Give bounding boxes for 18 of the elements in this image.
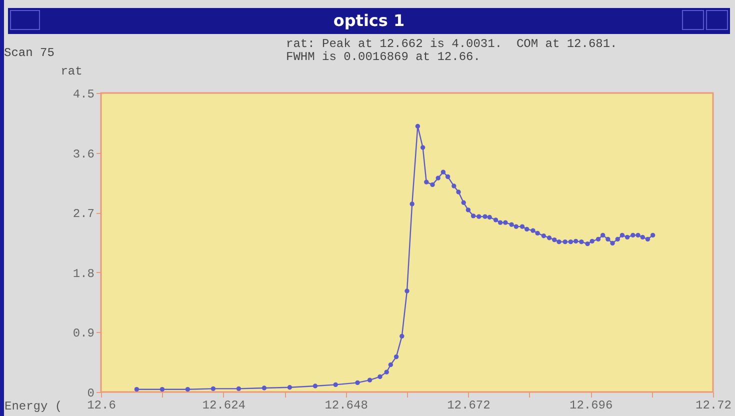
y-tick-label: 3.6	[72, 147, 94, 162]
x-tick-label: 12.6	[87, 398, 116, 412]
y-tick-label: 4.5	[72, 88, 94, 102]
y-tick-label: 2.7	[72, 207, 94, 222]
chart-title: optics 1	[332, 11, 406, 30]
x-tick-label: 12.72	[695, 398, 732, 412]
y-axis-title: rat	[60, 64, 82, 78]
x-tick-label: 12.672	[447, 398, 490, 412]
y-tick-label: 0.9	[72, 326, 94, 341]
text: rat: Peak at 12.662 is 4.0031. COM at 12.681.	[286, 37, 618, 51]
chart-subtitle: Scan 75	[4, 46, 54, 60]
y-tick-label: 1.8	[72, 266, 94, 281]
y-tick-label: 0	[87, 386, 94, 400]
x-tick-label: 12.696	[569, 398, 613, 412]
text: FWHM is 0.0016869 at 12.66.	[286, 50, 480, 64]
x-tick-label: 12.624	[202, 398, 246, 412]
x-axis-title: Energy (	[4, 400, 62, 414]
x-tick-label: 12.648	[324, 398, 368, 412]
